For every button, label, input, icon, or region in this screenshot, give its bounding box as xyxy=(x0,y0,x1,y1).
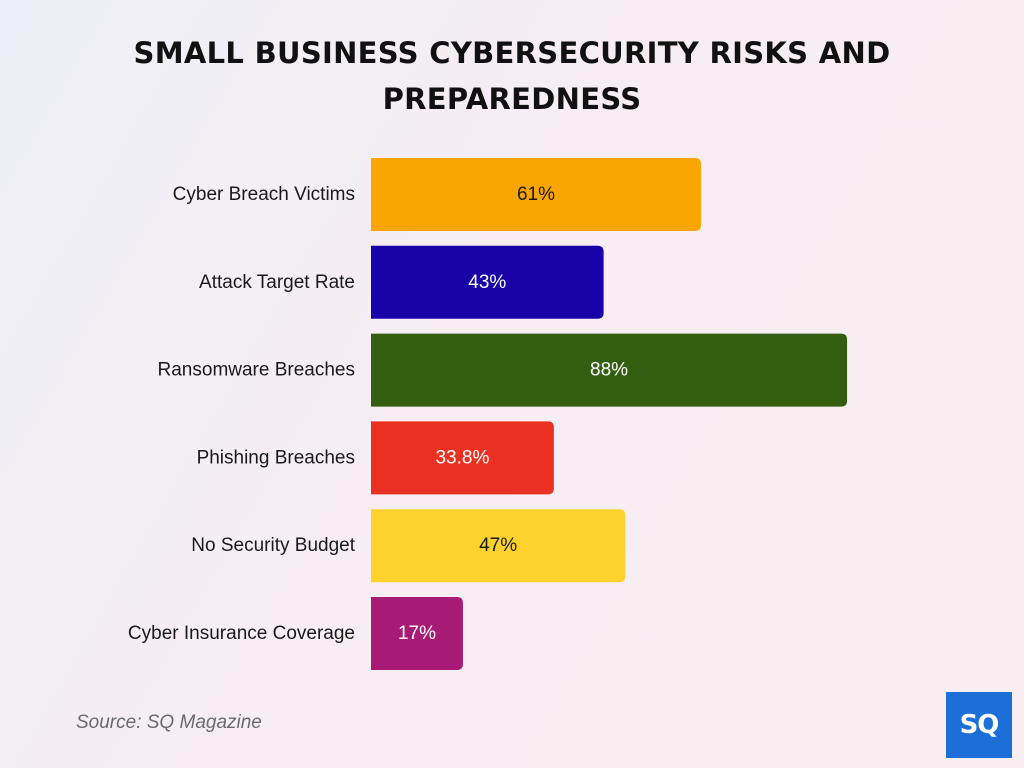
bar-row: Ransomware Breaches 88% xyxy=(158,333,848,407)
value-label: 47% xyxy=(479,535,517,556)
value-label: 43% xyxy=(468,272,506,293)
value-label: 61% xyxy=(517,184,555,205)
sq-logo: SQ xyxy=(946,692,1012,758)
bar-row: Phishing Breaches 33.8% xyxy=(197,421,554,495)
bar-row: Attack Target Rate 43% xyxy=(199,245,604,319)
bar xyxy=(371,597,463,670)
bar-chart: Cyber Breach Victims 61% Attack Target Rat… xyxy=(128,158,848,670)
bar xyxy=(371,509,626,583)
value-label: 17% xyxy=(398,623,436,644)
bar xyxy=(371,333,848,407)
bar xyxy=(371,158,702,231)
bar-row: No Security Budget 47% xyxy=(191,509,626,583)
bar xyxy=(371,245,604,319)
category-label: Cyber Breach Victims xyxy=(173,184,355,205)
bar-row: Cyber Insurance Coverage 17% xyxy=(128,597,463,670)
category-label: No Security Budget xyxy=(191,535,355,556)
category-label: Ransomware Breaches xyxy=(158,360,355,381)
value-label: 33.8% xyxy=(435,447,489,468)
chart-title: SMALL BUSINESS CYBERSECURITY RISKS AND P… xyxy=(133,36,891,116)
bar-row: Cyber Breach Victims 61% xyxy=(173,158,702,231)
category-label: Phishing Breaches xyxy=(197,447,355,468)
bars-layer: Cyber Breach Victims 61% Attack Target Rat… xyxy=(128,158,848,670)
category-label: Attack Target Rate xyxy=(199,272,355,293)
category-label: Cyber Insurance Coverage xyxy=(128,623,355,644)
logo-text: SQ xyxy=(959,710,1000,740)
value-label: 88% xyxy=(590,360,628,381)
source-note: Source: SQ Magazine xyxy=(76,712,262,733)
bar xyxy=(371,421,554,495)
